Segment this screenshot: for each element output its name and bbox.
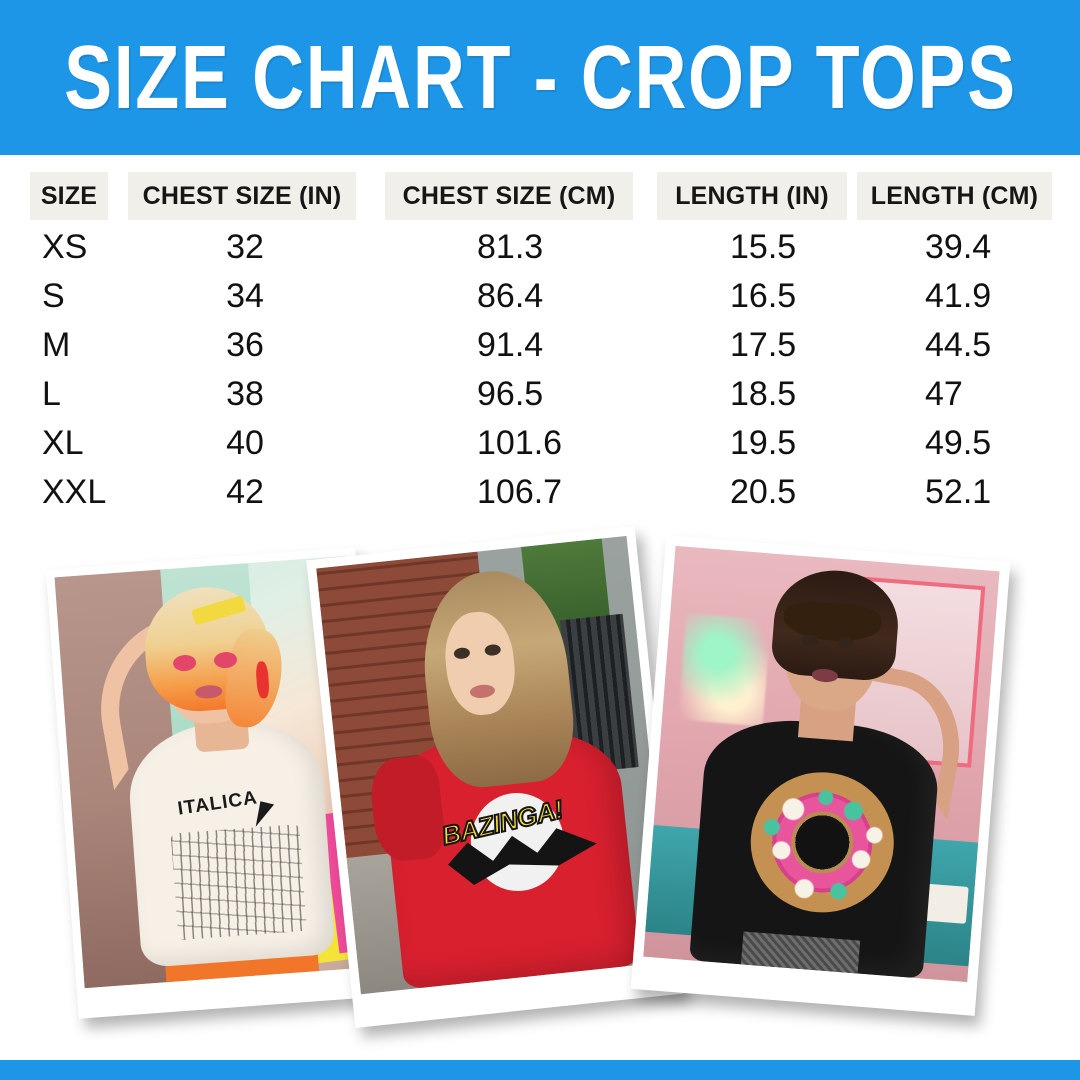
photo-3-neon-sign (678, 612, 771, 727)
cell-size: S (42, 277, 65, 315)
cell-length-cm: 52.1 (925, 473, 992, 511)
table-row: XL 40 101.6 19.5 49.5 (0, 419, 1080, 468)
cell-length-cm: 47 (925, 375, 963, 413)
cell-length-in: 18.5 (730, 375, 797, 413)
cell-chest-in: 38 (226, 375, 264, 413)
cell-chest-in: 40 (226, 424, 264, 462)
cell-length-in: 15.5 (730, 228, 797, 266)
cell-size: XXL (42, 473, 107, 511)
table-body: XS 32 81.3 15.5 39.4 S 34 86.4 16.5 41.9… (0, 223, 1080, 517)
cell-chest-in: 34 (226, 277, 264, 315)
column-header-length-in: LENGTH (IN) (657, 172, 847, 220)
footer-bar (0, 1060, 1080, 1080)
column-header-chest-in-label: CHEST SIZE (IN) (142, 181, 342, 210)
column-header-size: SIZE (30, 172, 108, 220)
table-row: M 36 91.4 17.5 44.5 (0, 321, 1080, 370)
title-banner: SIZE CHART - CROP TOPS (0, 0, 1080, 155)
table-row: L 38 96.5 18.5 47 (0, 370, 1080, 419)
cell-chest-in: 42 (226, 473, 264, 511)
cell-chest-cm: 86.4 (477, 277, 544, 315)
product-photo-collage: ITALICA BAZINGA! (0, 526, 1080, 1060)
cell-size: XL (42, 424, 84, 462)
cell-length-cm: 39.4 (925, 228, 992, 266)
cell-chest-in: 36 (226, 326, 264, 364)
cell-chest-cm: 91.4 (477, 326, 544, 364)
column-header-chest-in: CHEST SIZE (IN) (128, 172, 356, 220)
cell-chest-in: 32 (226, 228, 264, 266)
cell-chest-cm: 81.3 (477, 228, 544, 266)
photo-donut-image (643, 545, 1000, 983)
cell-length-in: 20.5 (730, 473, 797, 511)
cell-size: M (42, 326, 71, 364)
photo-3-eye-left (801, 634, 819, 647)
photo-bazinga-crop-top: BAZINGA! (306, 526, 684, 1028)
cell-length-in: 19.5 (730, 424, 797, 462)
size-chart-table: SIZE CHEST SIZE (IN) CHEST SIZE (CM) LEN… (0, 155, 1080, 545)
table-row: XS 32 81.3 15.5 39.4 (0, 223, 1080, 272)
cell-chest-cm: 101.6 (477, 424, 563, 462)
page-title: SIZE CHART - CROP TOPS (63, 27, 1017, 128)
cell-length-cm: 41.9 (925, 277, 992, 315)
cell-size: L (42, 375, 61, 413)
photo-donut-crop-top (630, 535, 1011, 1016)
cell-length-in: 17.5 (730, 326, 797, 364)
photo-bazinga-image: BAZINGA! (316, 535, 672, 995)
column-header-size-label: SIZE (40, 181, 98, 210)
column-header-chest-cm-label: CHEST SIZE (CM) (402, 181, 616, 210)
table-row: S 34 86.4 16.5 41.9 (0, 272, 1080, 321)
cell-length-cm: 44.5 (925, 326, 992, 364)
column-header-length-in-label: LENGTH (IN) (675, 181, 829, 210)
table-header-row: SIZE CHEST SIZE (IN) CHEST SIZE (CM) LEN… (0, 172, 1080, 220)
cell-chest-cm: 106.7 (477, 473, 563, 511)
cell-size: XS (42, 228, 88, 266)
column-header-length-cm: LENGTH (CM) (857, 172, 1052, 220)
cell-chest-cm: 96.5 (477, 375, 544, 413)
column-header-chest-cm: CHEST SIZE (CM) (385, 172, 633, 220)
photo-1-band-illustration (170, 823, 308, 941)
column-header-length-cm-label: LENGTH (CM) (870, 181, 1039, 210)
table-row: XXL 42 106.7 20.5 52.1 (0, 468, 1080, 517)
cell-length-cm: 49.5 (925, 424, 992, 462)
cell-length-in: 16.5 (730, 277, 797, 315)
